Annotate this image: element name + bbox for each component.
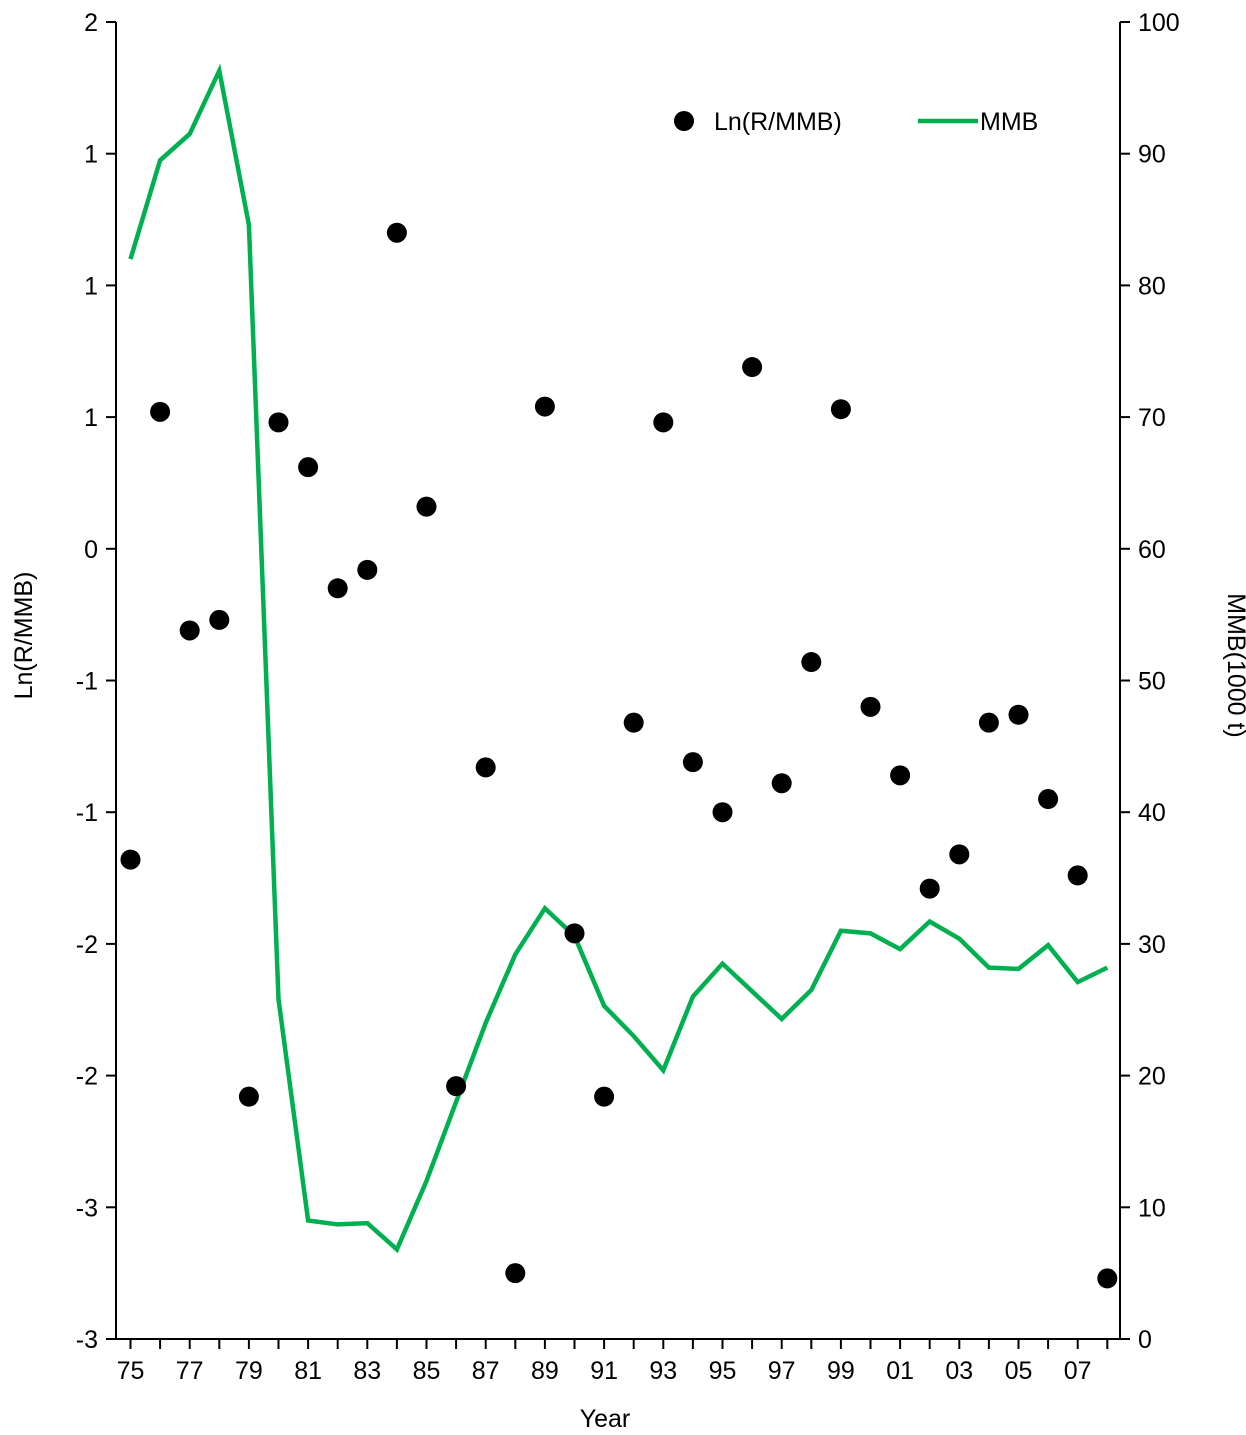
ln-r-mmb-point <box>623 712 644 733</box>
left-tick-label: -3 <box>76 1326 98 1354</box>
x-tick-label: 77 <box>176 1357 204 1385</box>
right-tick-label: 70 <box>1138 404 1166 432</box>
left-axis-title: Ln(R/MMB) <box>10 572 38 700</box>
ln-r-mmb-point <box>357 559 378 580</box>
x-tick-label: 85 <box>413 1357 441 1385</box>
left-tick-label: -2 <box>76 931 98 959</box>
left-tick-label: 0 <box>84 536 98 564</box>
x-tick-label: 87 <box>472 1357 500 1385</box>
left-tick-label: -1 <box>76 668 98 696</box>
right-tick-label: 30 <box>1138 931 1166 959</box>
ln-r-mmb-point <box>919 878 940 899</box>
right-tick-label: 90 <box>1138 141 1166 169</box>
data-layer <box>120 63 1118 1289</box>
right-tick-label: 40 <box>1138 799 1166 827</box>
x-tick-label: 93 <box>649 1357 677 1385</box>
ln-r-mmb-point <box>801 652 822 673</box>
mmb-line <box>128 63 1109 1254</box>
right-tick-label: 80 <box>1138 272 1166 300</box>
ln-r-mmb-point <box>682 752 703 773</box>
left-tick-label: -1 <box>76 799 98 827</box>
right-tick-label: 0 <box>1138 1326 1152 1354</box>
ln-r-mmb-point <box>446 1076 467 1097</box>
x-tick-label: 75 <box>117 1357 145 1385</box>
ln-r-mmb-point <box>209 609 230 630</box>
legend-label-mmb: MMB <box>980 108 1038 136</box>
ln-r-mmb-point <box>564 923 585 944</box>
ln-r-mmb-point <box>238 1086 259 1107</box>
x-tick-label: 79 <box>235 1357 263 1385</box>
x-axis-title: Year <box>580 1405 631 1433</box>
ln-r-mmb-point <box>742 357 763 378</box>
ln-r-mmb-point <box>830 399 851 420</box>
x-tick-label: 99 <box>827 1357 855 1385</box>
ln-r-mmb-point <box>120 849 141 870</box>
ln-r-mmb-point <box>860 696 881 717</box>
ln-r-mmb-point <box>949 844 970 865</box>
ln-r-mmb-point <box>327 578 348 599</box>
x-tick-label: 05 <box>1005 1357 1033 1385</box>
ln-r-mmb-point <box>534 396 555 417</box>
ln-r-mmb-point <box>1038 789 1059 810</box>
right-tick-label: 50 <box>1138 668 1166 696</box>
ln-r-mmb-point <box>594 1086 615 1107</box>
x-tick-label: 03 <box>945 1357 973 1385</box>
ln-r-mmb-point <box>150 401 171 422</box>
ln-r-mmb-point <box>386 222 407 243</box>
ln-r-mmb-point <box>771 773 792 794</box>
ln-r-mmb-point <box>1097 1268 1118 1289</box>
ln-r-mmb-point <box>268 412 289 433</box>
right-tick-label: 60 <box>1138 536 1166 564</box>
ln-r-mmb-point <box>1067 865 1088 886</box>
x-tick-label: 89 <box>531 1357 559 1385</box>
legend: Ln(R/MMB) MMB <box>674 108 1038 136</box>
ln-r-mmb-point <box>1008 704 1029 725</box>
left-tick-label: -3 <box>76 1194 98 1222</box>
right-tick-label: 10 <box>1138 1194 1166 1222</box>
right-axis-title: MMB(1000 t) <box>1222 593 1246 737</box>
legend-label-ln-r-mmb: Ln(R/MMB) <box>714 108 842 136</box>
ln-r-mmb-point <box>890 765 911 786</box>
left-tick-label: 1 <box>84 404 98 432</box>
ln-r-mmb-point <box>179 620 200 641</box>
left-tick-label: 2 <box>84 9 98 37</box>
x-tick-label: 07 <box>1064 1357 1092 1385</box>
axes-layer: -3-3-2-2-1-10111201020304050607080901007… <box>10 9 1246 1433</box>
ln-r-mmb-point <box>416 496 437 517</box>
right-tick-label: 20 <box>1138 1063 1166 1091</box>
ln-r-mmb-point <box>298 457 319 478</box>
left-tick-label: 1 <box>84 141 98 169</box>
ln-r-mmb-point <box>475 757 496 778</box>
x-tick-label: 97 <box>768 1357 796 1385</box>
left-tick-label: -2 <box>76 1063 98 1091</box>
left-tick-label: 1 <box>84 272 98 300</box>
ln-r-mmb-point <box>712 802 733 823</box>
right-tick-label: 100 <box>1138 9 1180 37</box>
x-tick-label: 81 <box>294 1357 322 1385</box>
x-tick-label: 95 <box>709 1357 737 1385</box>
x-tick-label: 91 <box>590 1357 618 1385</box>
x-tick-label: 83 <box>353 1357 381 1385</box>
ln-r-mmb-point <box>505 1263 526 1284</box>
legend-marker-ln-r-mmb <box>674 111 694 131</box>
x-tick-label: 01 <box>886 1357 914 1385</box>
ln-r-mmb-point <box>978 712 999 733</box>
ln-r-mmb-point <box>653 412 674 433</box>
